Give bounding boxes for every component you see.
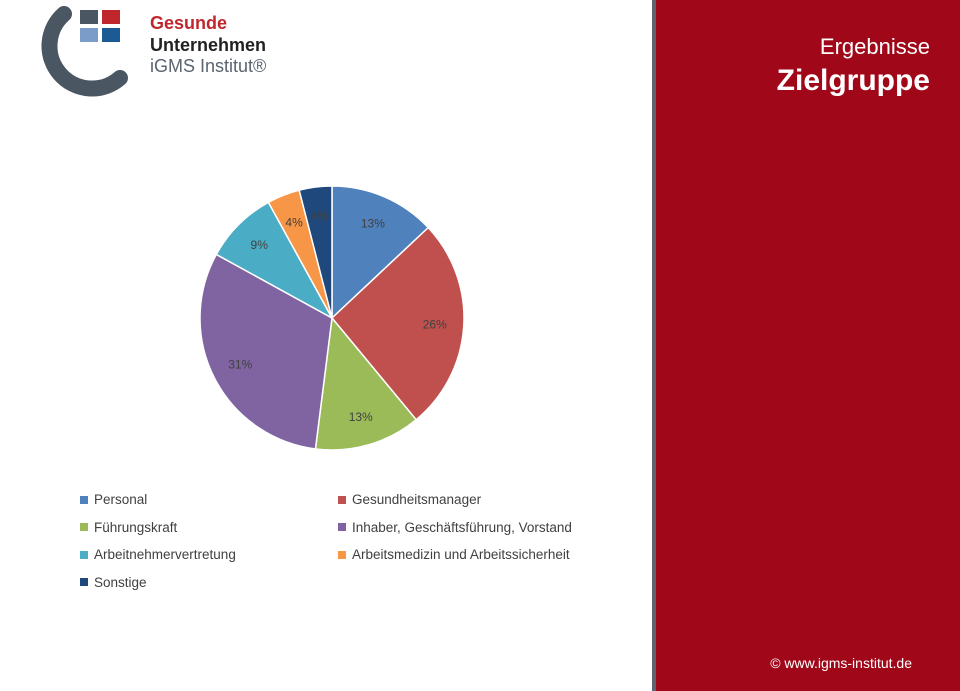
logo-square bbox=[80, 28, 98, 42]
pie-data-label: 4% bbox=[285, 215, 303, 229]
pie-data-label: 13% bbox=[349, 410, 373, 424]
legend-label: Sonstige bbox=[94, 574, 147, 590]
logo-line-3: iGMS Institut® bbox=[150, 56, 267, 76]
pie-data-label: 9% bbox=[251, 238, 269, 252]
pie-data-label: 13% bbox=[361, 217, 385, 231]
logo-text: Gesunde Unternehmen iGMS Institut® bbox=[150, 12, 266, 76]
legend-item: Arbeitnehmervertretung bbox=[80, 547, 236, 562]
logo-line-1: Gesunde bbox=[150, 13, 228, 33]
legend-label: Personal bbox=[94, 492, 148, 507]
pie-data-label: 31% bbox=[228, 358, 252, 372]
title-panel: Ergebnisse Zielgruppe © www.igms-institu… bbox=[656, 0, 960, 691]
logo-square bbox=[80, 10, 98, 24]
legend-swatch bbox=[80, 550, 88, 559]
legend-item: Inhaber, Geschäftsführung, Vorstand bbox=[338, 520, 572, 535]
legend-item: Arbeitsmedizin und Arbeitssicherheit bbox=[338, 547, 570, 562]
legend-item: Führungskraft bbox=[80, 520, 177, 535]
legend-label: Führungskraft bbox=[94, 519, 178, 535]
legend-swatch bbox=[338, 495, 346, 504]
pie-chart: 13% 26% 13% 31% 9% 4% 4% bbox=[199, 185, 465, 451]
content-panel: Gesunde Unternehmen iGMS Institut® 13% 26… bbox=[16, 6, 572, 590]
pie-slice bbox=[314, 316, 418, 451]
logo-emblem-icon bbox=[41, 6, 128, 97]
logo-square bbox=[102, 28, 120, 42]
pie-data-label: 26% bbox=[423, 317, 447, 331]
legend-item: Sonstige bbox=[80, 575, 147, 590]
legend-swatch bbox=[80, 495, 88, 504]
section-pre-title: Ergebnisse bbox=[819, 34, 930, 59]
legend-swatch bbox=[338, 523, 346, 531]
logo-line-2: Unternehmen bbox=[150, 35, 267, 55]
logo-square bbox=[102, 10, 120, 24]
legend-item: Personal bbox=[80, 492, 147, 507]
pie-slice bbox=[199, 253, 333, 450]
pie-data-label: 4% bbox=[310, 209, 328, 223]
pie-slice bbox=[330, 226, 465, 421]
pie-slice bbox=[298, 185, 333, 319]
legend-label: Inhaber, Geschäftsführung, Vorstand bbox=[352, 519, 572, 535]
panel-divider bbox=[652, 0, 656, 691]
footer-url: © www.igms-institut.de bbox=[770, 655, 912, 671]
legend-swatch bbox=[80, 578, 88, 586]
legend-swatch bbox=[338, 550, 346, 559]
legend-label: Arbeitsmedizin und Arbeitssicherheit bbox=[352, 547, 570, 562]
legend-item: Gesundheitsmanager bbox=[338, 492, 481, 507]
legend-swatch bbox=[80, 523, 88, 531]
pie-slice bbox=[331, 185, 430, 320]
legend-label: Arbeitnehmervertretung bbox=[94, 547, 236, 562]
legend-label: Gesundheitsmanager bbox=[352, 492, 482, 507]
company-logo: Gesunde Unternehmen iGMS Institut® bbox=[16, 6, 276, 102]
section-title: Zielgruppe bbox=[776, 64, 930, 97]
